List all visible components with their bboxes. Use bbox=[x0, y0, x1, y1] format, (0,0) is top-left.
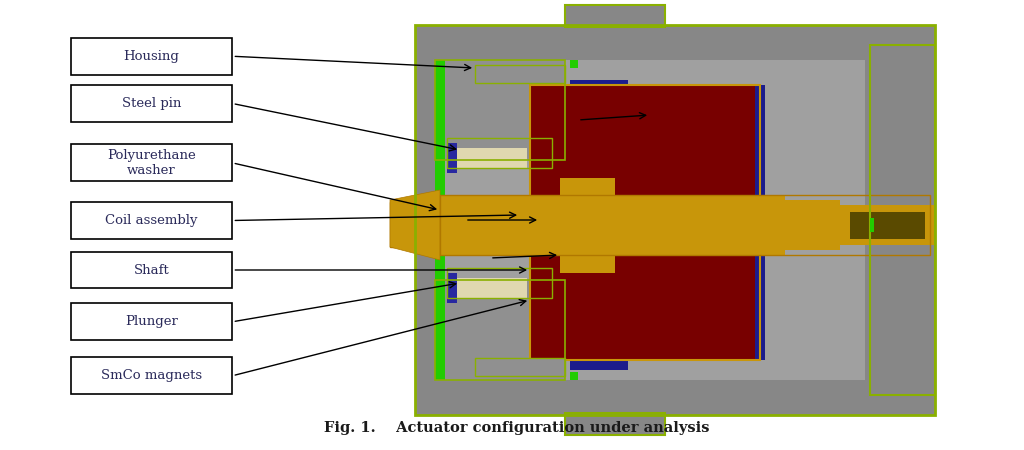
Bar bbox=[570, 210, 630, 240]
Bar bbox=[850, 212, 925, 239]
Bar bbox=[435, 60, 445, 380]
Text: Fig. 1.    Actuator configuration under analysis: Fig. 1. Actuator configuration under ana… bbox=[325, 421, 710, 436]
Bar bbox=[71, 252, 232, 288]
Text: Shaft: Shaft bbox=[134, 264, 169, 276]
Bar bbox=[570, 60, 578, 68]
Bar bbox=[870, 45, 935, 395]
Bar bbox=[530, 85, 760, 205]
Bar bbox=[870, 218, 874, 232]
Bar bbox=[475, 65, 565, 83]
Bar bbox=[435, 42, 865, 60]
Text: Coil assembly: Coil assembly bbox=[105, 214, 198, 227]
Polygon shape bbox=[390, 190, 440, 260]
Text: Steel pin: Steel pin bbox=[122, 97, 181, 110]
Bar bbox=[870, 45, 935, 395]
Bar bbox=[565, 5, 665, 27]
Bar bbox=[71, 38, 232, 75]
Bar bbox=[447, 143, 457, 173]
Bar bbox=[435, 380, 865, 398]
Bar bbox=[447, 273, 457, 303]
Bar bbox=[615, 195, 785, 255]
Bar bbox=[447, 138, 552, 168]
Bar bbox=[565, 413, 665, 435]
Bar bbox=[570, 372, 578, 380]
Text: Plunger: Plunger bbox=[125, 315, 178, 328]
Bar bbox=[840, 205, 935, 245]
Bar bbox=[435, 60, 565, 160]
Bar bbox=[530, 240, 760, 360]
Bar bbox=[440, 195, 570, 255]
Bar bbox=[435, 60, 565, 160]
Bar bbox=[530, 240, 760, 360]
Bar bbox=[447, 268, 552, 298]
Bar bbox=[447, 148, 527, 168]
Bar bbox=[415, 25, 935, 415]
Bar bbox=[71, 357, 232, 394]
Bar bbox=[755, 240, 765, 360]
Bar bbox=[570, 240, 628, 370]
Bar bbox=[475, 358, 565, 376]
Bar bbox=[71, 144, 232, 181]
Text: Polyurethane
washer: Polyurethane washer bbox=[108, 149, 196, 177]
Bar bbox=[435, 42, 865, 397]
Bar bbox=[435, 280, 565, 380]
Text: Housing: Housing bbox=[124, 50, 179, 63]
Bar bbox=[755, 85, 765, 205]
Bar bbox=[530, 85, 760, 205]
Bar bbox=[71, 85, 232, 122]
Bar bbox=[447, 278, 527, 298]
Bar bbox=[785, 200, 840, 250]
Bar bbox=[570, 210, 630, 240]
Bar bbox=[435, 280, 565, 380]
Text: SmCo magnets: SmCo magnets bbox=[101, 369, 202, 382]
Bar bbox=[71, 303, 232, 340]
Bar bbox=[390, 202, 440, 247]
Bar bbox=[71, 202, 232, 239]
Bar bbox=[570, 80, 628, 210]
Bar bbox=[560, 178, 615, 273]
Bar bbox=[440, 195, 930, 255]
Bar bbox=[415, 25, 935, 415]
